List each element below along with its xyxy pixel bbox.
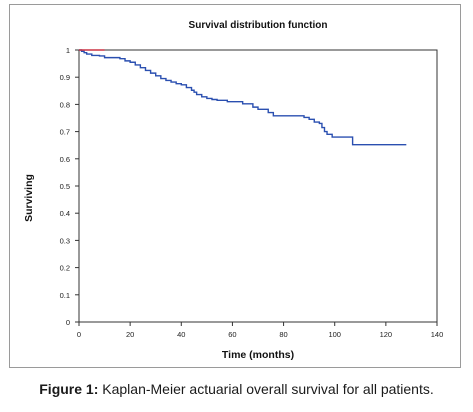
plot-area xyxy=(78,49,438,323)
y-tick-label: 0.4 xyxy=(60,209,70,218)
x-axis-label: Time (months) xyxy=(222,349,294,361)
y-tick-label: 1 xyxy=(66,46,70,55)
x-tick-label: 100 xyxy=(328,330,341,339)
survival-chart: 0 0.1 0.2 0.3 0.4 0.5 0.6 0.7 0.8 0.9 1 0 20 40 60 80 10… xyxy=(23,20,444,361)
y-tick-label: 0.5 xyxy=(60,182,70,191)
y-tick-label: 0.6 xyxy=(60,155,70,164)
survival-curve xyxy=(79,49,407,146)
x-tick-label: 60 xyxy=(228,330,236,339)
x-tick-label: 40 xyxy=(177,330,185,339)
x-tick-label: 120 xyxy=(380,330,393,339)
caption-label: Figure 1: xyxy=(39,381,99,397)
y-tick-label: 0 xyxy=(66,318,70,327)
x-tick-label: 80 xyxy=(279,330,287,339)
x-tick-label: 20 xyxy=(126,330,134,339)
figure-caption: Figure 1: Kaplan-Meier actuarial overall… xyxy=(0,381,473,397)
y-tick-label: 0.9 xyxy=(60,73,70,82)
x-tick-label: 0 xyxy=(77,330,81,339)
y-tick-label: 0.2 xyxy=(60,264,70,273)
caption-text: Kaplan-Meier actuarial overall survival … xyxy=(98,381,434,397)
y-tick-label: 0.7 xyxy=(60,128,70,137)
chart-title: Survival distribution function xyxy=(189,20,328,31)
y-tick-label: 0.1 xyxy=(60,291,70,300)
x-tick-label: 140 xyxy=(431,330,444,339)
chart-frame: 0 0.1 0.2 0.3 0.4 0.5 0.6 0.7 0.8 0.9 1 0 20 40 60 80 10… xyxy=(9,4,461,368)
y-tick-label: 0.3 xyxy=(60,236,70,245)
y-axis-label: Surviving xyxy=(23,174,35,222)
y-tick-label: 0.8 xyxy=(60,100,70,109)
